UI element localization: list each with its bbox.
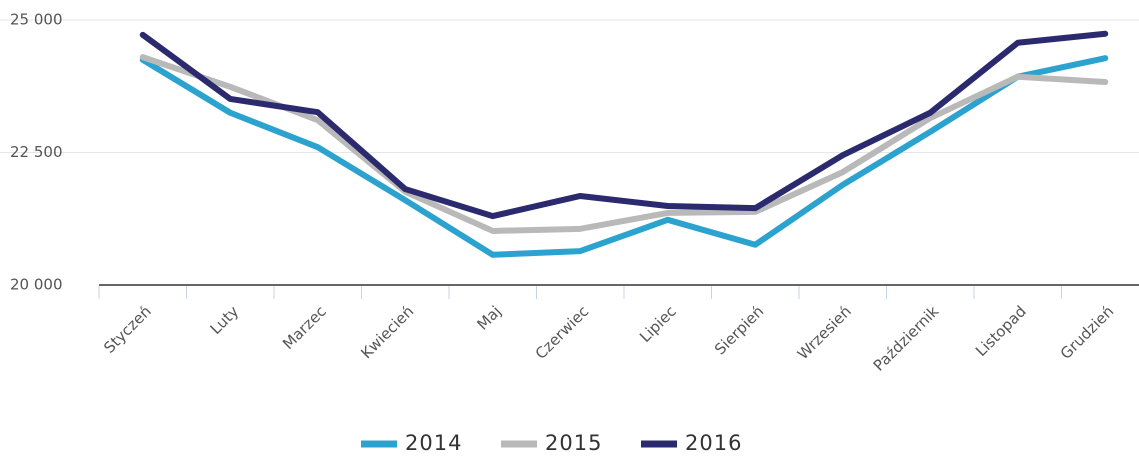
series-line <box>139 30 1109 220</box>
x-tick-label: Styczeń <box>100 302 155 357</box>
x-tick-label: Marzec <box>279 302 330 353</box>
x-tick-label: Lipiec <box>636 302 680 346</box>
y-tick-label: 25 000 <box>10 11 63 29</box>
x-tick-label: Czerwiec <box>532 302 593 363</box>
legend-label: 2014 <box>405 431 462 455</box>
x-tick-label: Luty <box>207 302 243 338</box>
series-line <box>139 54 1109 234</box>
x-tick-label: Kwiecień <box>357 302 417 362</box>
series-line <box>139 55 1109 258</box>
legend-label: 2015 <box>545 431 602 455</box>
x-tick-label: Wrzesień <box>794 302 855 363</box>
legend-label: 2016 <box>685 431 742 455</box>
legend: 2014 2015 2016 <box>361 431 742 455</box>
y-tick-label: 20 000 <box>10 276 63 294</box>
y-tick-label: 22 500 <box>10 143 63 161</box>
x-tick-label: Październik <box>870 302 943 375</box>
x-tick-label: Sierpień <box>711 302 767 358</box>
x-tick-label: Maj <box>473 302 504 333</box>
x-tick-label: Listopad <box>972 302 1030 360</box>
x-tick-label: Grudzień <box>1057 302 1118 363</box>
